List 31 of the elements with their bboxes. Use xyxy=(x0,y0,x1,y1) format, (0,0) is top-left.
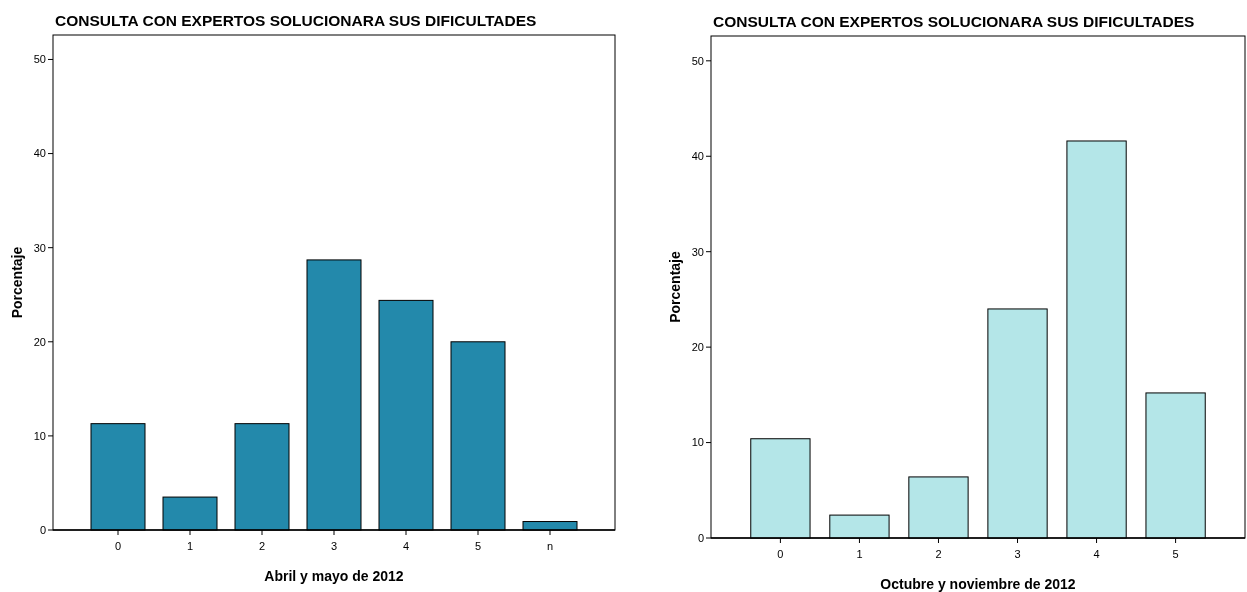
x-tick-label: 4 xyxy=(402,540,410,552)
x-tick-label: 1 xyxy=(186,540,194,552)
x-tick-label: 4 xyxy=(1093,548,1100,560)
x-axis-title: Abril y mayo de 2012 xyxy=(264,568,404,584)
x-tick-label: 2 xyxy=(258,540,266,552)
x-tick-label: 1 xyxy=(856,548,863,560)
x-tick-label: 3 xyxy=(1014,548,1021,560)
x-axis-title: Octubre y noviembre de 2012 xyxy=(880,576,1076,592)
y-tick-label: 20 xyxy=(691,340,704,353)
x-tick-label: 2 xyxy=(935,548,942,560)
x-tick-label: 5 xyxy=(474,540,482,552)
y-tick-label: 50 xyxy=(691,54,704,67)
y-tick-label: 0 xyxy=(697,531,704,544)
chart-title: CONSULTA CON EXPERTOS SOLUCIONARA SUS DIFICULTADES xyxy=(713,13,1195,30)
x-tick-label: 3 xyxy=(330,540,338,552)
y-axis-title: Porcentaje xyxy=(667,251,683,323)
y-tick-label: 10 xyxy=(691,436,704,449)
y-tick-label: 50 xyxy=(33,53,46,66)
y-tick-label: 20 xyxy=(33,335,46,348)
y-tick-label: 10 xyxy=(33,429,46,442)
chart-title: CONSULTA CON EXPERTOS SOLUCIONARA SUS DIFICULTADES xyxy=(55,12,537,29)
y-tick-label: 30 xyxy=(33,241,46,254)
y-tick-label: 0 xyxy=(39,523,46,536)
x-tick-label: n xyxy=(546,540,554,552)
y-tick-label: 40 xyxy=(691,150,704,163)
y-tick-label: 40 xyxy=(33,147,46,160)
x-tick-label: 0 xyxy=(777,548,784,560)
x-tick-label: 5 xyxy=(1172,548,1179,560)
y-tick-label: 30 xyxy=(691,245,704,258)
y-axis-title: Porcentaje xyxy=(9,246,25,319)
x-tick-label: 0 xyxy=(114,540,122,552)
